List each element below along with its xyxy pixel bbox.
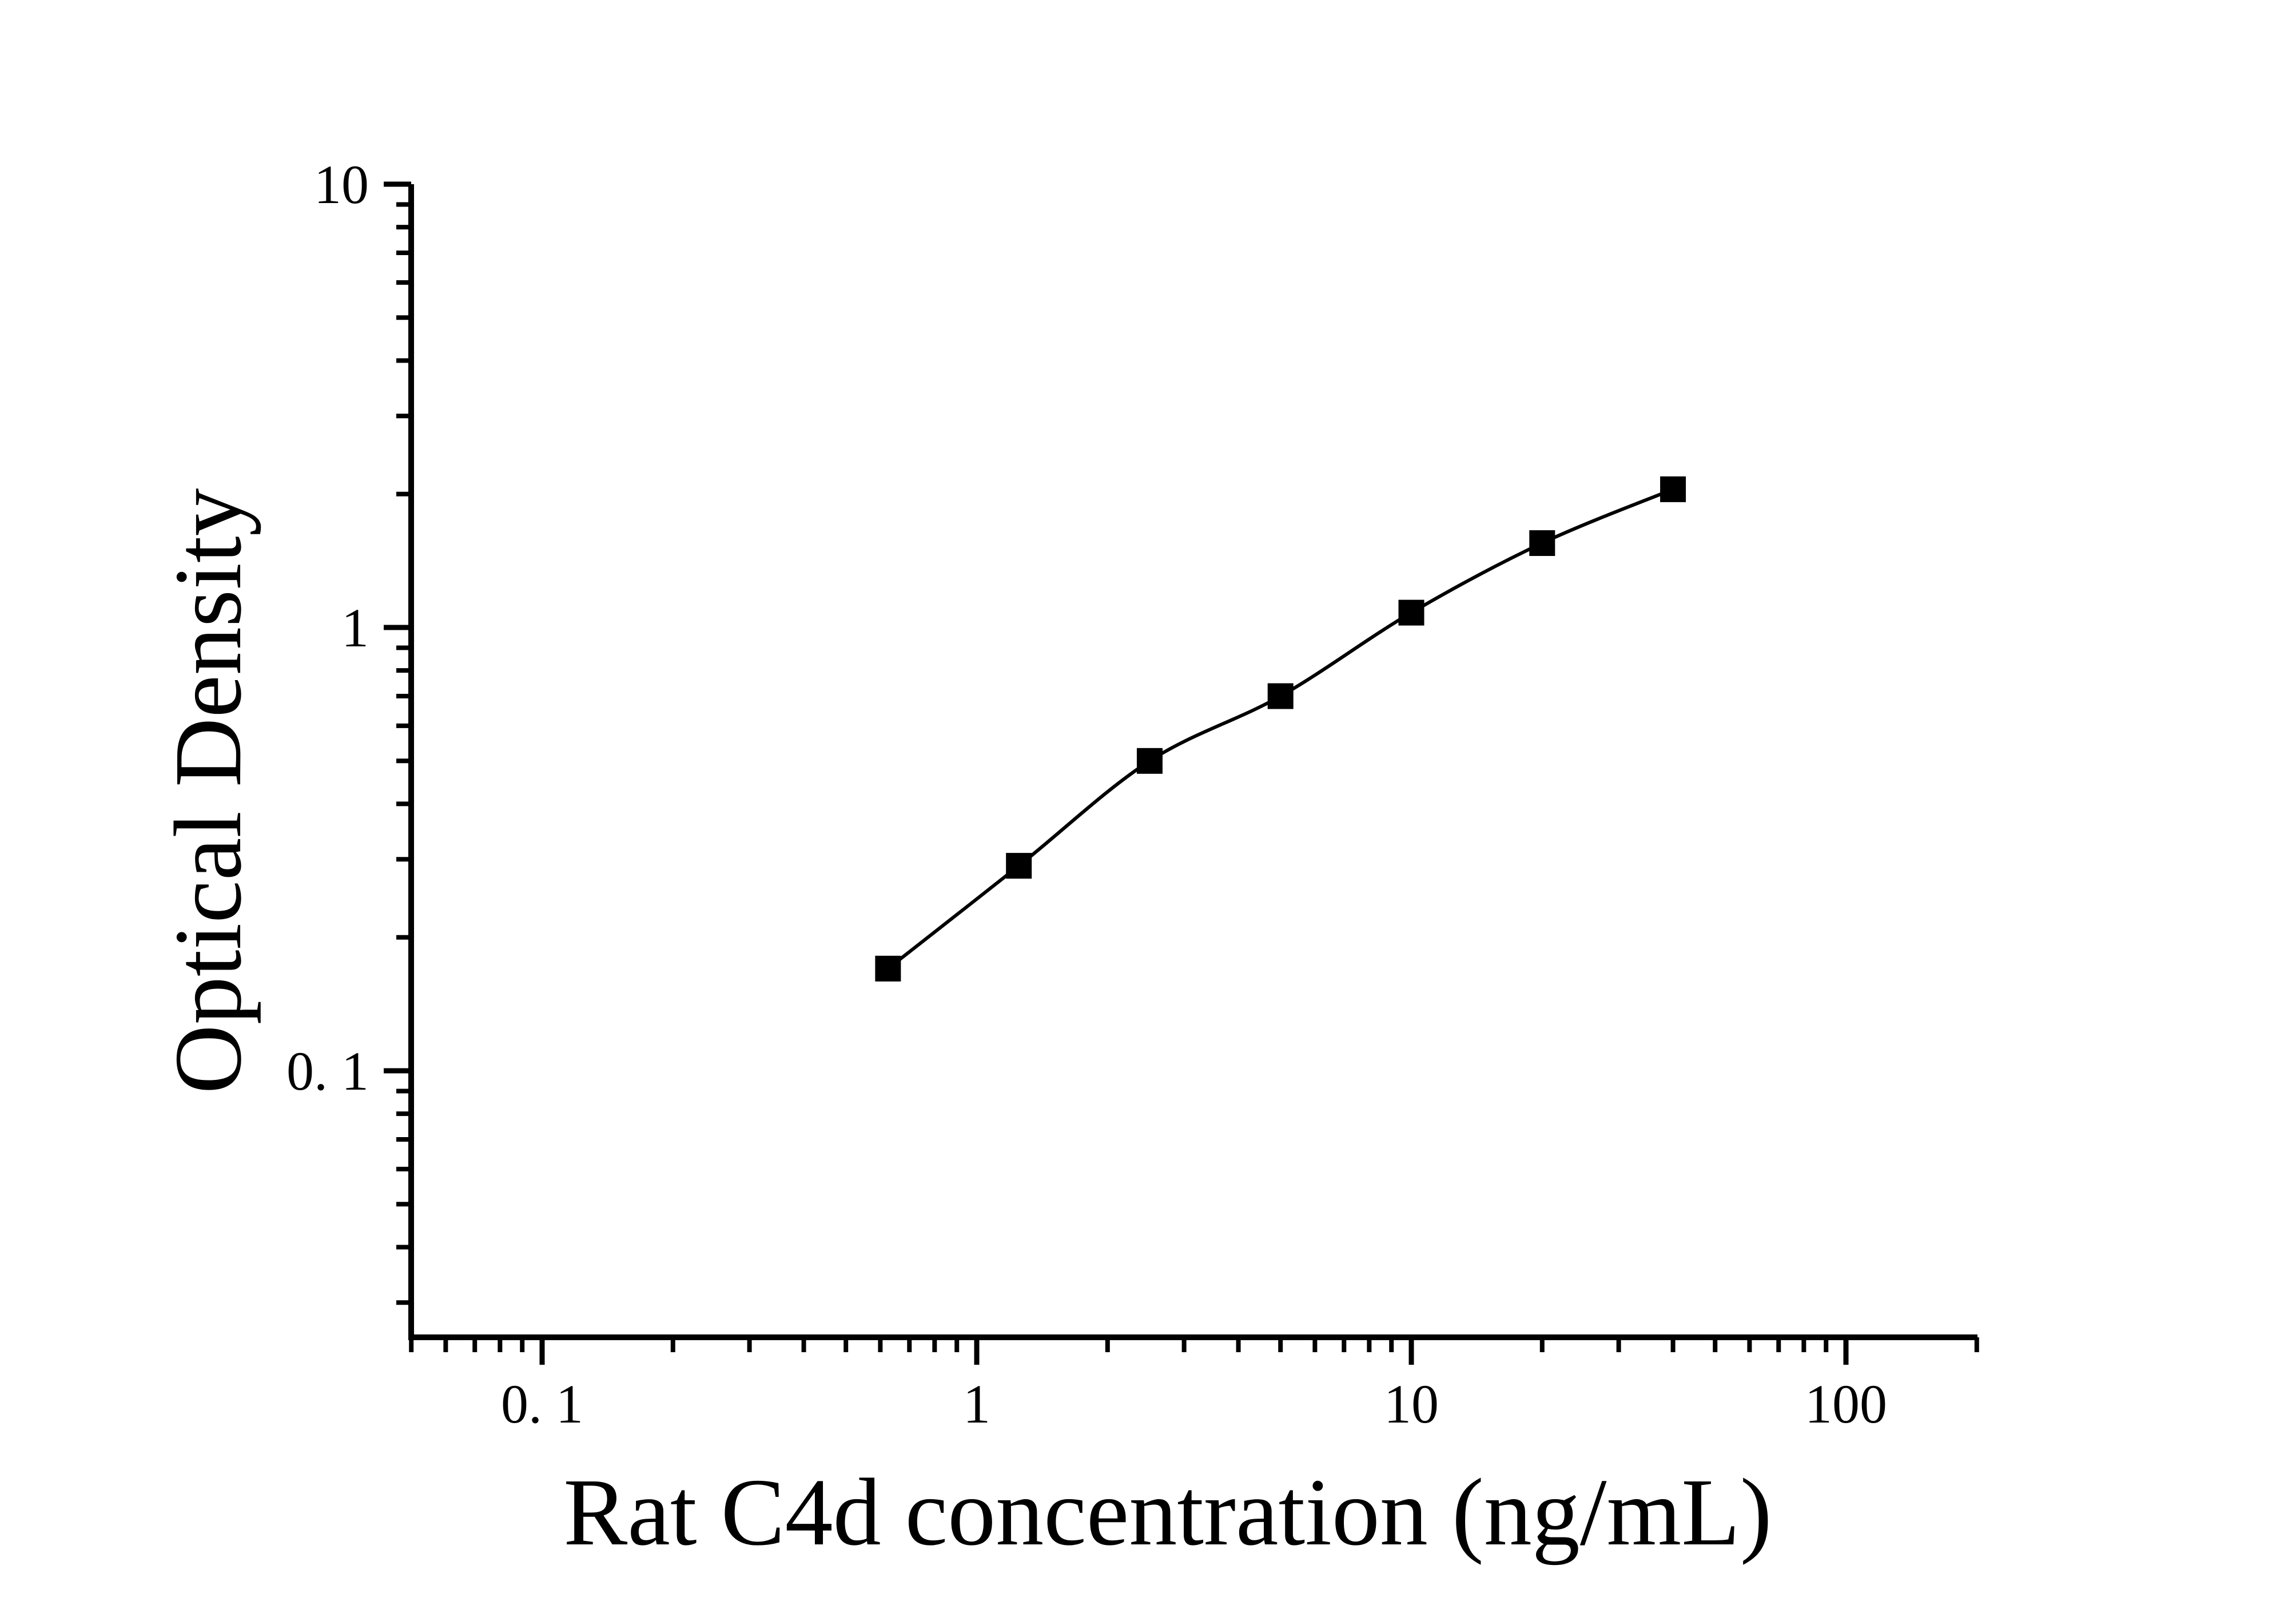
data-point-marker: [875, 955, 901, 982]
x-tick-label: 0. 1: [501, 1373, 583, 1435]
data-point-marker: [1136, 748, 1163, 774]
curve-path: [887, 487, 1674, 970]
standard-curve-line: [887, 487, 1674, 970]
data-point-markers: [875, 476, 1686, 982]
y-tick-label: 1: [341, 597, 369, 658]
x-tick-label: 1: [963, 1373, 990, 1435]
data-point-marker: [1529, 530, 1555, 556]
x-axis-title: Rat C4d concentration (ng/mL): [563, 1459, 1772, 1566]
data-point-marker: [1006, 853, 1032, 879]
axis-tick-labels: 0. 1 1 10 100 10 1 0. 1: [286, 154, 1887, 1435]
y-axis-title: Optical Density: [155, 488, 261, 1094]
data-point-marker: [1398, 599, 1424, 626]
x-tick-label: 100: [1805, 1373, 1887, 1435]
axis-ticks: [384, 181, 1979, 1365]
data-point-marker: [1267, 683, 1294, 709]
y-tick-label: 10: [314, 154, 369, 215]
data-point-marker: [1660, 476, 1686, 502]
y-tick-label: 0. 1: [286, 1040, 369, 1102]
axes: [408, 184, 1977, 1340]
x-tick-label: 10: [1384, 1373, 1439, 1435]
